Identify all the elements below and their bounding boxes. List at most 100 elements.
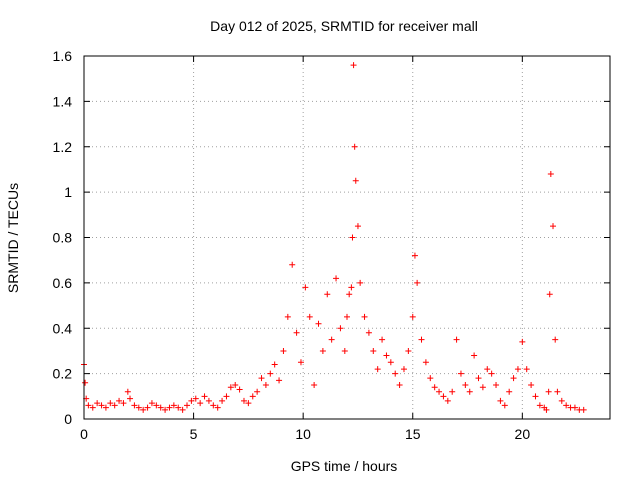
data-point: [328, 336, 335, 343]
data-point: [197, 400, 204, 407]
data-point: [227, 384, 234, 391]
data-point: [94, 400, 101, 407]
y-tick-label: 1.6: [53, 48, 73, 64]
data-point: [120, 400, 127, 407]
data-point: [349, 234, 356, 241]
data-point: [396, 381, 403, 388]
data-point: [333, 275, 340, 282]
y-tick-label: 0.4: [53, 320, 73, 336]
data-point: [550, 223, 557, 230]
data-point: [431, 384, 438, 391]
data-point: [116, 397, 123, 404]
data-point: [267, 370, 274, 377]
data-point: [350, 62, 357, 69]
data-point: [475, 375, 482, 382]
data-point: [552, 336, 559, 343]
data-point: [210, 402, 217, 409]
data-point: [543, 406, 550, 413]
data-point: [427, 375, 434, 382]
data-point: [523, 366, 530, 373]
data-point: [135, 404, 142, 411]
data-point: [245, 400, 252, 407]
data-point: [148, 400, 155, 407]
data-point: [276, 377, 283, 384]
data-point: [547, 170, 554, 177]
data-point: [532, 393, 539, 400]
data-point: [223, 393, 230, 400]
data-point: [162, 406, 169, 413]
data-point: [337, 325, 344, 332]
data-point: [449, 388, 456, 395]
y-tick-label: 0.8: [53, 230, 73, 246]
data-point: [379, 336, 386, 343]
data-point: [497, 397, 504, 404]
data-point: [411, 252, 418, 259]
plot-frame: [83, 55, 611, 420]
data-point: [240, 397, 247, 404]
data-point: [528, 381, 535, 388]
data-point: [280, 347, 287, 354]
data-point: [346, 291, 353, 298]
data-point: [297, 359, 304, 366]
y-tick-label: 0.6: [53, 275, 73, 291]
y-tick-label: 0: [64, 411, 72, 427]
data-point: [563, 402, 570, 409]
data-point: [440, 393, 447, 400]
data-point: [302, 284, 309, 291]
data-point: [383, 352, 390, 359]
data-point: [580, 406, 587, 413]
data-point: [201, 393, 208, 400]
y-tick-label: 1: [64, 184, 72, 200]
data-point: [571, 404, 578, 411]
data-point: [514, 366, 521, 373]
data-point: [361, 313, 368, 320]
data-point: [271, 361, 278, 368]
x-axis-label: GPS time / hours: [291, 458, 398, 474]
data-point: [354, 223, 361, 230]
data-point: [184, 402, 191, 409]
data-point: [311, 381, 318, 388]
x-tick-label: 5: [190, 426, 198, 442]
data-point: [127, 395, 134, 402]
data-point: [170, 402, 177, 409]
x-tick-label: 15: [405, 426, 421, 442]
data-point: [457, 370, 464, 377]
data-point: [82, 379, 89, 386]
data-point: [462, 381, 469, 388]
data-point: [262, 381, 269, 388]
y-tick-labels: 0 0.2 0.4 0.6 0.8 1 1.2 1.4 1.6: [53, 48, 73, 427]
data-point: [124, 388, 131, 395]
data-point: [284, 313, 291, 320]
data-point: [545, 388, 552, 395]
data-series-srmtid: [81, 62, 587, 413]
data-point: [471, 352, 478, 359]
data-point: [400, 366, 407, 373]
data-point: [341, 347, 348, 354]
x-tick-label: 10: [295, 426, 311, 442]
data-point: [258, 375, 265, 382]
data-point: [293, 329, 300, 336]
data-point: [414, 279, 421, 286]
data-point: [554, 388, 561, 395]
y-tick-label: 1.4: [53, 93, 73, 109]
data-point: [85, 402, 92, 409]
data-point: [558, 397, 565, 404]
data-point: [506, 388, 513, 395]
data-point: [422, 359, 429, 366]
data-point: [175, 404, 182, 411]
data-point: [453, 336, 460, 343]
x-tick-label: 0: [80, 426, 88, 442]
data-point: [324, 291, 331, 298]
data-point: [348, 284, 355, 291]
data-point: [479, 384, 486, 391]
data-point: [214, 404, 221, 411]
data-point: [166, 404, 173, 411]
data-point: [102, 404, 109, 411]
data-point: [289, 261, 296, 268]
data-point: [140, 406, 147, 413]
data-point: [219, 397, 226, 404]
data-point: [488, 370, 495, 377]
data-point: [111, 402, 118, 409]
data-point: [306, 313, 313, 320]
data-point: [157, 404, 164, 411]
